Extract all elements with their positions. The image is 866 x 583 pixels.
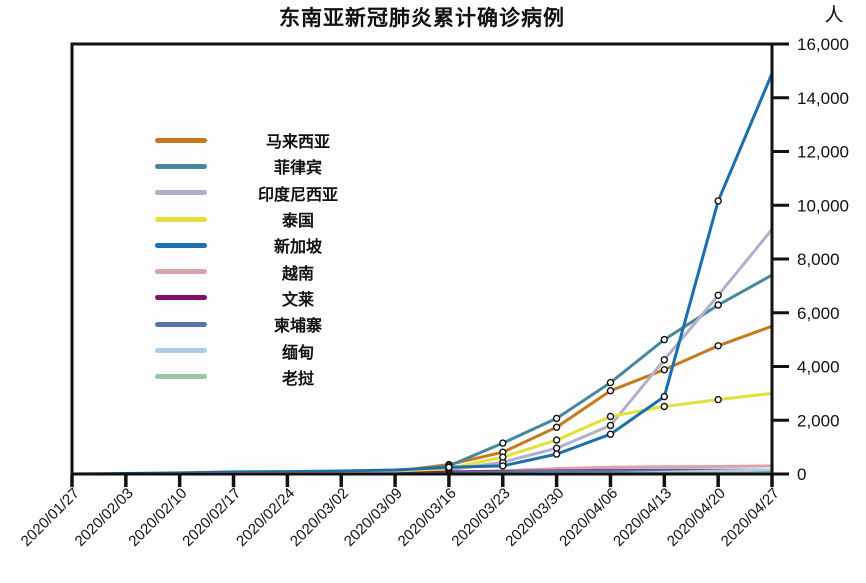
- marker-philippines: [552, 414, 561, 423]
- legend-swatch-singapore: [155, 242, 207, 248]
- marker-indonesia: [714, 291, 722, 299]
- legend-label-philippines: 菲律宾: [273, 160, 322, 178]
- marker-philippines: [499, 439, 507, 447]
- legend-item-vietnam: 越南: [155, 258, 365, 284]
- legend-item-indonesia: 印度尼西亚: [155, 180, 365, 206]
- legend-item-laos: 老挝: [155, 364, 365, 390]
- y-tick-label: 2,000: [797, 411, 840, 430]
- legend-item-singapore: 新加坡: [155, 232, 365, 258]
- y-tick-label: 0: [797, 465, 806, 484]
- chart-title: 东南亚新冠肺炎累计确诊病例: [279, 7, 565, 30]
- y-axis-unit-label: 人: [824, 5, 844, 26]
- legend-label-laos: 老挝: [281, 370, 314, 388]
- marker-singapore: [714, 197, 722, 205]
- legend-label-vietnam: 越南: [281, 265, 314, 283]
- legend-swatch-cambodia: [155, 321, 207, 327]
- legend-item-philippines: 菲律宾: [155, 153, 365, 179]
- marker-philippines: [606, 378, 615, 387]
- legend-label-malaysia: 马来西亚: [265, 134, 330, 152]
- marker-singapore: [660, 392, 668, 401]
- marker-thailand: [606, 412, 615, 421]
- legend-swatch-brunei: [155, 295, 207, 301]
- legend-item-malaysia: 马来西亚: [155, 127, 365, 153]
- y-tick-label: 4,000: [797, 358, 840, 377]
- legend-swatch-laos: [155, 374, 207, 380]
- legend-label-myanmar: 缅甸: [281, 344, 314, 362]
- legend-item-thailand: 泰国: [155, 206, 365, 232]
- x-tick-label: 2020/04/27: [718, 485, 783, 550]
- marker-singapore: [499, 462, 507, 470]
- legend-swatch-philippines: [155, 163, 207, 169]
- y-tick-label: 10,000: [797, 196, 849, 215]
- marker-philippines: [660, 335, 668, 344]
- marker-thailand: [499, 453, 507, 461]
- legend-swatch-indonesia: [155, 190, 207, 196]
- marker-indonesia: [606, 421, 615, 430]
- marker-indonesia: [660, 356, 668, 364]
- plot-frame: [70, 42, 774, 476]
- legend-label-brunei: 文莱: [281, 291, 314, 309]
- legend-label-indonesia: 印度尼西亚: [257, 186, 338, 204]
- y-tick-label: 12,000: [797, 143, 849, 162]
- legend-label-singapore: 新加坡: [273, 239, 322, 257]
- legend-item-myanmar: 缅甸: [155, 337, 365, 363]
- marker-singapore: [606, 430, 615, 438]
- marker-philippines: [714, 301, 722, 309]
- legend-swatch-myanmar: [155, 348, 207, 354]
- marker-thailand: [714, 395, 722, 404]
- marker-malaysia: [660, 366, 668, 374]
- legend-swatch-vietnam: [155, 269, 207, 275]
- marker-thailand: [552, 436, 561, 444]
- marker-singapore: [445, 463, 453, 471]
- marker-malaysia: [714, 342, 722, 350]
- legend-swatch-malaysia: [155, 137, 207, 143]
- legend: 马来西亚菲律宾印度尼西亚泰国新加坡越南文莱柬埔寨缅甸老挝: [155, 127, 365, 390]
- legend-label-thailand: 泰国: [281, 213, 314, 231]
- marker-malaysia: [552, 423, 561, 431]
- y-tick-label: 16,000: [797, 35, 849, 54]
- marker-singapore: [552, 450, 561, 458]
- legend-item-cambodia: 柬埔寨: [155, 311, 365, 337]
- marker-indonesia: [552, 444, 561, 452]
- y-tick-label: 6,000: [797, 304, 840, 323]
- y-tick-label: 14,000: [797, 89, 849, 108]
- marker-malaysia: [606, 387, 615, 395]
- y-tick-label: 8,000: [797, 250, 840, 269]
- legend-swatch-thailand: [155, 216, 207, 222]
- marker-thailand: [660, 402, 668, 411]
- legend-label-cambodia: 柬埔寨: [273, 318, 322, 336]
- legend-item-brunei: 文莱: [155, 285, 365, 311]
